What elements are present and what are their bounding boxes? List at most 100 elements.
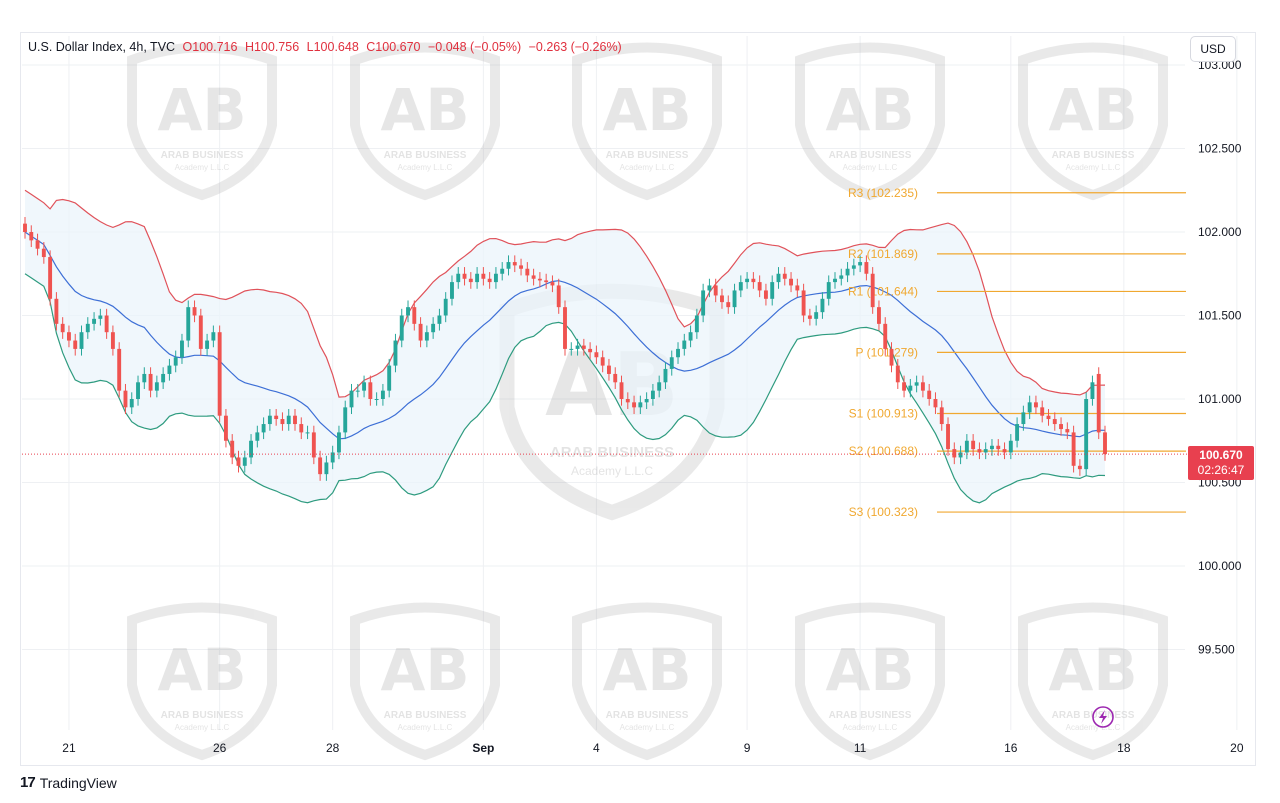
- candle-body[interactable]: [870, 273, 875, 308]
- candle-body[interactable]: [770, 282, 775, 299]
- candle-body[interactable]: [1040, 407, 1045, 416]
- lightning-icon[interactable]: [1092, 706, 1114, 728]
- candle-body[interactable]: [996, 445, 1001, 450]
- candle-body[interactable]: [399, 315, 404, 341]
- candle-body[interactable]: [267, 415, 272, 425]
- currency-button[interactable]: USD: [1190, 36, 1236, 62]
- candle-body[interactable]: [330, 452, 335, 463]
- candle-body[interactable]: [789, 278, 793, 286]
- candle-body[interactable]: [324, 462, 329, 475]
- candle-body[interactable]: [123, 390, 128, 408]
- candle-body[interactable]: [720, 295, 724, 303]
- candle-body[interactable]: [914, 382, 919, 386]
- candle-body[interactable]: [763, 290, 768, 299]
- candle-body[interactable]: [380, 390, 385, 399]
- candle-body[interactable]: [1071, 432, 1076, 466]
- candle-body[interactable]: [424, 332, 429, 341]
- candle-body[interactable]: [255, 432, 260, 441]
- candle-body[interactable]: [776, 273, 781, 283]
- candle-body[interactable]: [952, 449, 957, 458]
- candle-body[interactable]: [581, 345, 586, 349]
- candle-body[interactable]: [67, 332, 71, 341]
- candle-body[interactable]: [575, 345, 580, 349]
- candle-body[interactable]: [79, 332, 84, 349]
- candle-body[interactable]: [669, 357, 674, 369]
- candle-body[interactable]: [23, 223, 27, 232]
- tradingview-logo[interactable]: 17 TradingView: [20, 774, 117, 791]
- candle-body[interactable]: [230, 440, 235, 458]
- candle-body[interactable]: [531, 275, 536, 279]
- candle-body[interactable]: [406, 307, 410, 316]
- candle-body[interactable]: [393, 340, 398, 366]
- candle-body[interactable]: [92, 318, 97, 324]
- candle-body[interactable]: [142, 373, 147, 383]
- candle-body[interactable]: [456, 273, 461, 283]
- candle-body[interactable]: [154, 382, 159, 391]
- candle-body[interactable]: [1002, 449, 1007, 453]
- candle-body[interactable]: [192, 307, 197, 316]
- candle-body[interactable]: [971, 440, 976, 450]
- candle-body[interactable]: [443, 298, 448, 316]
- candle-body[interactable]: [782, 273, 787, 279]
- candle-body[interactable]: [694, 315, 699, 333]
- candle-body[interactable]: [475, 273, 480, 283]
- candle-body[interactable]: [418, 323, 423, 341]
- candle-body[interactable]: [657, 382, 662, 391]
- candle-body[interactable]: [148, 373, 153, 391]
- candle-body[interactable]: [60, 323, 65, 333]
- candle-body[interactable]: [349, 390, 354, 408]
- candle-body[interactable]: [311, 432, 316, 458]
- candle-body[interactable]: [211, 332, 216, 341]
- candle-body[interactable]: [682, 340, 687, 349]
- candle-body[interactable]: [619, 382, 624, 399]
- candle-body[interactable]: [688, 332, 693, 341]
- candle-body[interactable]: [500, 268, 505, 274]
- candle-body[interactable]: [1008, 440, 1013, 453]
- candle-body[interactable]: [594, 352, 599, 358]
- candle-body[interactable]: [1096, 373, 1101, 433]
- candle-body[interactable]: [556, 285, 561, 308]
- candle-body[interactable]: [732, 290, 737, 308]
- candle-body[interactable]: [198, 315, 203, 349]
- candle-body[interactable]: [481, 273, 486, 279]
- candle-body[interactable]: [1084, 399, 1089, 470]
- candle-body[interactable]: [468, 278, 473, 283]
- candle-body[interactable]: [493, 273, 498, 283]
- candle-body[interactable]: [902, 382, 907, 391]
- candle-body[interactable]: [845, 268, 850, 276]
- candle-body[interactable]: [1021, 412, 1026, 425]
- candle-body[interactable]: [54, 298, 59, 324]
- candle-body[interactable]: [249, 440, 253, 458]
- candle-body[interactable]: [506, 262, 511, 269]
- candle-body[interactable]: [839, 275, 844, 279]
- candle-body[interactable]: [362, 382, 367, 391]
- candle-body[interactable]: [726, 302, 731, 308]
- candle-body[interactable]: [343, 407, 348, 433]
- candle-body[interactable]: [450, 282, 454, 299]
- candle-body[interactable]: [977, 449, 982, 453]
- candle-body[interactable]: [117, 348, 122, 391]
- candle-body[interactable]: [820, 298, 825, 313]
- candle-body[interactable]: [607, 365, 611, 374]
- candle-body[interactable]: [41, 248, 46, 258]
- candle-body[interactable]: [1090, 382, 1095, 399]
- candle-body[interactable]: [462, 273, 467, 279]
- candle-body[interactable]: [895, 365, 900, 383]
- candle-body[interactable]: [186, 307, 191, 341]
- candle-body[interactable]: [104, 315, 109, 333]
- candle-body[interactable]: [632, 402, 637, 408]
- candle-body[interactable]: [889, 348, 894, 366]
- candle-body[interactable]: [751, 278, 756, 283]
- candle-body[interactable]: [387, 365, 392, 391]
- candle-body[interactable]: [676, 348, 680, 358]
- candle-body[interactable]: [990, 445, 994, 450]
- candle-body[interactable]: [701, 290, 706, 316]
- candle-body[interactable]: [757, 282, 762, 291]
- candle-body[interactable]: [1015, 424, 1020, 441]
- candle-body[interactable]: [625, 399, 630, 403]
- candle-body[interactable]: [927, 390, 932, 399]
- candle-body[interactable]: [1065, 429, 1070, 433]
- candle-body[interactable]: [236, 457, 241, 466]
- candle-body[interactable]: [983, 449, 988, 453]
